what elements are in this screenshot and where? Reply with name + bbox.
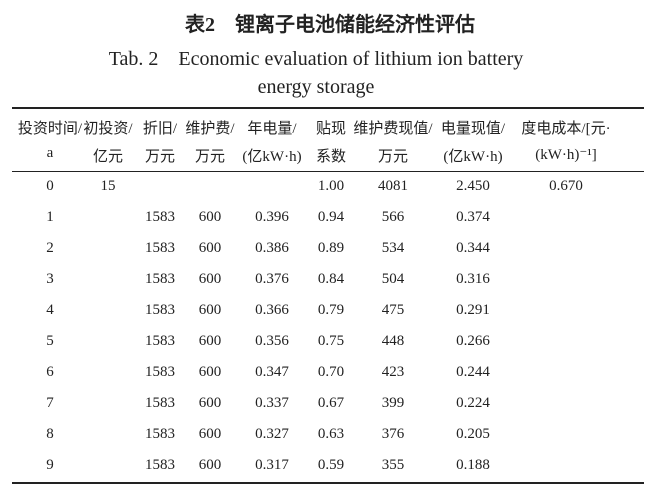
header-cell: (kW·h)⁻¹]: [535, 147, 597, 163]
table-cell: 0.59: [317, 457, 345, 473]
header-cell: 度电成本/[元·: [521, 121, 611, 137]
table-cell: 0.344: [456, 240, 490, 256]
table-cell: 0.75: [317, 333, 345, 349]
subtitle: Tab. 2 Economic evaluation of lithium io…: [108, 48, 524, 70]
table-cell: 1583: [145, 426, 175, 442]
table-cell: 600: [198, 426, 222, 442]
table-cell: 448: [381, 333, 405, 349]
subtitle: energy storage: [257, 76, 375, 98]
table-cell: 600: [198, 271, 222, 287]
table-cell: 8: [46, 426, 54, 442]
table-cell: 3: [46, 271, 54, 287]
header-cell: 年电量/: [247, 121, 297, 137]
header-rule: [12, 171, 644, 172]
header-cell: 万元: [194, 149, 226, 165]
table-cell: 0.366: [255, 302, 289, 318]
header-cell: 系数: [315, 149, 347, 165]
table-cell: 600: [198, 240, 222, 256]
table-cell: 4081: [378, 178, 408, 194]
header-cell: 维护费现值/: [353, 121, 433, 137]
table-cell: 0.374: [456, 209, 490, 225]
table-cell: 2: [46, 240, 54, 256]
table-cell: 0.63: [317, 426, 345, 442]
table-cell: 600: [198, 302, 222, 318]
table-cell: 0.327: [255, 426, 289, 442]
table-cell: 5: [46, 333, 54, 349]
table-cell: 0.205: [456, 426, 490, 442]
table-cell: 9: [46, 457, 54, 473]
table-cell: 4: [46, 302, 54, 318]
table-cell: 0.337: [255, 395, 289, 411]
table-cell: 1.00: [317, 178, 345, 194]
table-cell: 0.396: [255, 209, 289, 225]
table-cell: 475: [381, 302, 405, 318]
table-cell: 1583: [145, 240, 175, 256]
header-cell: 电量现值/: [440, 121, 506, 137]
table-cell: 15: [100, 178, 116, 194]
table-cell: 600: [198, 209, 222, 225]
table-cell: 534: [381, 240, 405, 256]
table-cell: 355: [381, 457, 405, 473]
table-cell: 1583: [145, 302, 175, 318]
table-cell: 423: [381, 364, 405, 380]
table-cell: 0.94: [317, 209, 345, 225]
table-cell: 0.317: [255, 457, 289, 473]
header-cell: (亿kW·h): [242, 149, 302, 165]
table-cell: 0.89: [317, 240, 345, 256]
header-cell: a: [46, 145, 54, 161]
table-cell: 0.670: [549, 178, 583, 194]
table-cell: 0.376: [255, 271, 289, 287]
table-cell: 600: [198, 333, 222, 349]
table-cell: 0.316: [456, 271, 490, 287]
table-cell: 2.450: [456, 178, 490, 194]
table-cell: 0.244: [456, 364, 490, 380]
table-cell: 0.84: [317, 271, 345, 287]
table-cell: 504: [381, 271, 405, 287]
table-cell: 1583: [145, 395, 175, 411]
table-cell: 0.224: [456, 395, 490, 411]
table-cell: 0.67: [317, 395, 345, 411]
header-cell: 万元: [377, 149, 409, 165]
top-rule: [12, 107, 644, 109]
header-cell: 万元: [144, 149, 176, 165]
table-cell: 0.266: [456, 333, 490, 349]
table-cell: 600: [198, 395, 222, 411]
header-cell: 亿元: [92, 149, 124, 165]
table-cell: 399: [381, 395, 405, 411]
table-cell: 0.70: [317, 364, 345, 380]
table-cell: 1583: [145, 209, 175, 225]
header-cell: 维护费/: [185, 121, 235, 137]
table-cell: 0.79: [317, 302, 345, 318]
table-cell: 1583: [145, 271, 175, 287]
header-cell: 初投资/: [83, 121, 133, 137]
table-cell: 7: [46, 395, 54, 411]
title: 表2 锂离子电池储能经济性评估: [185, 14, 475, 36]
bottom-rule: [12, 482, 644, 484]
header-cell: 贴现: [315, 121, 347, 137]
table-cell: 1: [46, 209, 54, 225]
table-cell: 0.347: [255, 364, 289, 380]
table-cell: 376: [381, 426, 405, 442]
header-cell: 折旧/: [142, 121, 178, 137]
header-cell: (亿kW·h): [443, 149, 503, 165]
table-cell: 600: [198, 364, 222, 380]
table-cell: 0.291: [456, 302, 490, 318]
header-cell: 投资时间/: [17, 121, 83, 137]
table-cell: 566: [381, 209, 405, 225]
table-cell: 0: [46, 178, 54, 194]
table-cell: 600: [198, 457, 222, 473]
table-cell: 1583: [145, 364, 175, 380]
table-cell: 0.356: [255, 333, 289, 349]
table-cell: 6: [46, 364, 54, 380]
table-cell: 1583: [145, 457, 175, 473]
table-cell: 1583: [145, 333, 175, 349]
table-cell: 0.386: [255, 240, 289, 256]
table-cell: 0.188: [456, 457, 490, 473]
